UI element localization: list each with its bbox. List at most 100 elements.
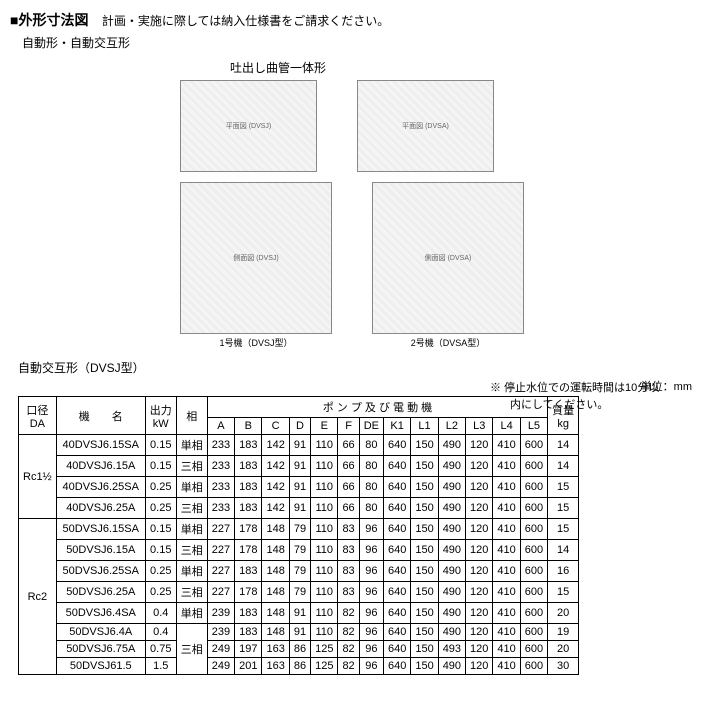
cell-dim: 86 [289, 658, 310, 675]
cell-dim: 91 [289, 624, 310, 641]
th-kw: 出力kW [145, 397, 176, 435]
cell-dim: 233 [207, 456, 234, 477]
cell-dim: 600 [520, 435, 547, 456]
cell-dim: 86 [289, 641, 310, 658]
cell-phase: 三相 [176, 582, 207, 603]
cell-phase: 単相 [176, 519, 207, 540]
cell-dim: 227 [207, 582, 234, 603]
diagram-bottom-right-label: 2号機（DVSA型） [372, 336, 524, 349]
cell-kw: 0.25 [145, 498, 176, 519]
cell-dim: 148 [262, 624, 289, 641]
cell-dim: 110 [311, 519, 338, 540]
cell-dim: 82 [338, 658, 359, 675]
cell-dim: 490 [438, 603, 465, 624]
cell-kw: 0.4 [145, 624, 176, 641]
cell-dim: 227 [207, 519, 234, 540]
cell-dim: 490 [438, 540, 465, 561]
cell-dim: 96 [359, 561, 383, 582]
cell-dim: 490 [438, 624, 465, 641]
cell-dim: 66 [338, 456, 359, 477]
cell-dim: 163 [262, 641, 289, 658]
cell-kw: 0.75 [145, 641, 176, 658]
cell-dim: 490 [438, 456, 465, 477]
table-row: 40DVSJ6.25SA0.25単相2331831429111066806401… [19, 477, 579, 498]
cell-dim: 120 [466, 603, 493, 624]
cell-dim: 80 [359, 435, 383, 456]
cell-dim: 183 [235, 561, 262, 582]
cell-dim: 150 [411, 561, 438, 582]
cell-dim: 96 [359, 641, 383, 658]
cell-dim: 150 [411, 658, 438, 675]
cell-dim: 79 [289, 540, 310, 561]
cell-dim: 600 [520, 582, 547, 603]
cell-dim: 96 [359, 603, 383, 624]
cell-dim: 183 [235, 435, 262, 456]
cell-dim: 600 [520, 540, 547, 561]
cell-dim: 410 [493, 641, 520, 658]
table-row: 50DVSJ6.15A0.15三相22717814879110839664015… [19, 540, 579, 561]
cell-dim: 96 [359, 519, 383, 540]
cell-dim: 183 [235, 603, 262, 624]
cell-dim: 66 [338, 498, 359, 519]
cell-dim: 178 [235, 582, 262, 603]
cell-dim: 83 [338, 561, 359, 582]
cell-dim: 410 [493, 456, 520, 477]
cell-kw: 0.25 [145, 477, 176, 498]
cell-dim: 640 [383, 540, 410, 561]
cell-kw: 0.25 [145, 582, 176, 603]
cell-dim: 110 [311, 477, 338, 498]
th-phase: 相 [176, 397, 207, 435]
cell-dim: 150 [411, 456, 438, 477]
cell-dim: 120 [466, 519, 493, 540]
table-row: Rc250DVSJ6.15SA0.15単相2271781487911083966… [19, 519, 579, 540]
table-row: 40DVSJ6.25A0.25三相23318314291110668064015… [19, 498, 579, 519]
cell-dim: 80 [359, 498, 383, 519]
cell-dim: 110 [311, 498, 338, 519]
cell-dim: 600 [520, 658, 547, 675]
cell-model: 50DVSJ61.5 [56, 658, 145, 675]
cell-dim: 249 [207, 641, 234, 658]
cell-dim: 600 [520, 624, 547, 641]
cell-dim: 96 [359, 540, 383, 561]
table-row: 50DVSJ6.25A0.25三相22717814879110839664015… [19, 582, 579, 603]
cell-dim: 183 [235, 477, 262, 498]
cell-dim: 96 [359, 658, 383, 675]
cell-dim: 600 [520, 477, 547, 498]
diagram-bottom-right: 側面図 (DVSA) [372, 182, 524, 334]
cell-dim: 82 [338, 603, 359, 624]
cell-dim: 227 [207, 540, 234, 561]
diagram-area: 吐出し曲管一体形 平面図 (DVSJ) 平面図 (DVSA) 側面図 (DVSJ… [180, 59, 700, 349]
title-note: 計画・実施に際しては納入仕様書をご請求ください。 [102, 14, 389, 28]
cell-dim: 600 [520, 561, 547, 582]
title-main: 外形寸法図 [18, 12, 88, 28]
cell-model: 50DVSJ6.4SA [56, 603, 145, 624]
cell-weight: 20 [548, 641, 579, 658]
cell-dim: 640 [383, 641, 410, 658]
cell-dim: 96 [359, 624, 383, 641]
cell-dim: 183 [235, 456, 262, 477]
cell-kw: 0.15 [145, 540, 176, 561]
cell-dim: 410 [493, 603, 520, 624]
table-section-title: 自動交互形（DVSJ型） [18, 359, 700, 376]
cell-weight: 14 [548, 435, 579, 456]
th-dim-L4: L4 [493, 418, 520, 435]
cell-dim: 197 [235, 641, 262, 658]
cell-dim: 120 [466, 435, 493, 456]
cell-dim: 110 [311, 540, 338, 561]
cell-kw: 0.15 [145, 456, 176, 477]
cell-dim: 120 [466, 658, 493, 675]
cell-dim: 150 [411, 519, 438, 540]
cell-dim: 110 [311, 435, 338, 456]
th-da: 口径DA [19, 397, 57, 435]
cell-dim: 600 [520, 498, 547, 519]
cell-weight: 15 [548, 477, 579, 498]
cell-dim: 148 [262, 603, 289, 624]
cell-dim: 91 [289, 477, 310, 498]
th-dim-A: A [207, 418, 234, 435]
cell-model: 50DVSJ6.4A [56, 624, 145, 641]
cell-dim: 600 [520, 456, 547, 477]
cell-phase: 単相 [176, 435, 207, 456]
cell-dim: 233 [207, 477, 234, 498]
diagram-top-right: 平面図 (DVSA) [357, 80, 494, 172]
cell-dim: 410 [493, 658, 520, 675]
